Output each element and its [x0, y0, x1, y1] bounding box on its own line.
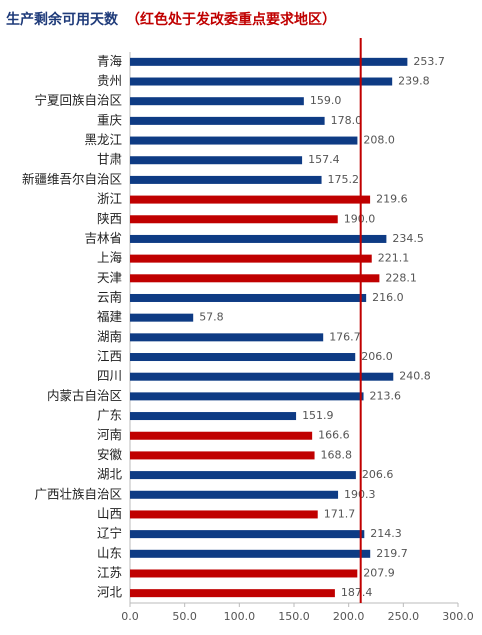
- category-label: 广西壮族自治区: [34, 486, 122, 501]
- value-label: 219.7: [376, 547, 408, 560]
- category-label: 山西: [97, 506, 122, 521]
- value-label: 240.8: [399, 370, 431, 383]
- category-label: 黑龙江: [84, 132, 122, 147]
- value-label: 219.6: [376, 193, 408, 206]
- bar: [130, 530, 365, 539]
- value-label: 213.6: [370, 389, 402, 402]
- category-label: 甘肃: [97, 152, 122, 167]
- category-label: 浙江: [97, 191, 122, 206]
- bar: [130, 392, 364, 401]
- value-label: 206.6: [362, 468, 394, 481]
- category-label: 安徽: [97, 447, 123, 462]
- category-label: 重庆: [97, 112, 123, 127]
- category-label: 青海: [97, 53, 123, 68]
- value-label: 178.0: [331, 114, 363, 127]
- value-label: 168.8: [321, 448, 353, 461]
- value-label: 157.4: [308, 153, 340, 166]
- category-label: 上海: [97, 250, 123, 265]
- category-label: 四川: [97, 368, 122, 383]
- bar: [130, 274, 380, 283]
- value-label: 190.0: [344, 212, 376, 225]
- value-label: 208.0: [363, 134, 395, 147]
- bar: [130, 569, 358, 578]
- value-label: 151.9: [302, 409, 334, 422]
- x-tick-label: 0.0: [121, 610, 139, 623]
- bar: [130, 254, 372, 263]
- value-label: 171.7: [324, 507, 356, 520]
- bar: [130, 333, 324, 342]
- bar: [130, 431, 313, 440]
- chart-title: 生产剩余可用天数: [6, 11, 119, 28]
- category-label: 宁夏回族自治区: [34, 93, 122, 108]
- value-label: 176.7: [329, 330, 361, 343]
- bar: [130, 589, 335, 598]
- bar: [130, 293, 367, 302]
- bar: [130, 549, 371, 558]
- category-label: 新疆维吾尔自治区: [22, 171, 122, 186]
- bar: [130, 57, 408, 66]
- category-label: 山东: [97, 545, 122, 560]
- bar: [130, 77, 393, 86]
- value-label: 228.1: [385, 271, 417, 284]
- value-label: 239.8: [398, 75, 430, 88]
- value-label: 253.7: [413, 55, 445, 68]
- category-label: 吉林省: [84, 230, 122, 245]
- category-label: 广东: [97, 408, 122, 423]
- bar: [130, 372, 394, 381]
- bar: [130, 156, 303, 165]
- category-label: 天津: [97, 270, 122, 285]
- category-label: 内蒙古自治区: [47, 388, 122, 403]
- x-tick-label: 200.0: [333, 610, 365, 623]
- bar: [130, 510, 318, 519]
- category-label: 云南: [97, 289, 122, 304]
- x-tick-label: 300.0: [442, 610, 474, 623]
- value-label: 214.3: [370, 527, 402, 540]
- value-label: 221.1: [378, 252, 410, 265]
- category-label: 河南: [97, 427, 122, 442]
- category-label: 江苏: [97, 565, 122, 580]
- category-label: 湖南: [97, 329, 122, 344]
- value-label: 207.9: [363, 566, 395, 579]
- value-label: 187.4: [341, 586, 373, 599]
- category-label: 江西: [97, 349, 122, 364]
- bar: [130, 195, 371, 204]
- value-label: 206.0: [361, 350, 393, 363]
- bar: [130, 116, 325, 125]
- bar: [130, 451, 315, 460]
- value-label: 166.6: [318, 429, 350, 442]
- bar: [130, 490, 339, 499]
- value-label: 57.8: [199, 311, 224, 324]
- bar: [130, 97, 304, 106]
- value-label: 216.0: [372, 291, 404, 304]
- value-label: 175.2: [328, 173, 360, 186]
- x-tick-label: 50.0: [172, 610, 197, 623]
- category-label: 湖北: [97, 467, 123, 482]
- x-tick-label: 100.0: [224, 610, 256, 623]
- bar: [130, 234, 387, 243]
- category-label: 陕西: [97, 211, 122, 226]
- value-label: 159.0: [310, 94, 342, 107]
- bar: [130, 175, 322, 184]
- bar: [130, 313, 194, 322]
- bar: [130, 215, 338, 224]
- bar: [130, 353, 356, 362]
- chart-title-note: （红色处于发改委重点要求地区）: [126, 11, 336, 28]
- value-label: 234.5: [392, 232, 424, 245]
- category-label: 河北: [97, 585, 123, 600]
- bar: [130, 412, 297, 421]
- category-label: 辽宁: [97, 526, 122, 541]
- category-label: 贵州: [97, 73, 122, 88]
- category-label: 福建: [97, 309, 123, 324]
- bar: [130, 136, 358, 145]
- x-tick-label: 150.0: [278, 610, 310, 623]
- x-tick-label: 250.0: [388, 610, 420, 623]
- bar: [130, 471, 356, 480]
